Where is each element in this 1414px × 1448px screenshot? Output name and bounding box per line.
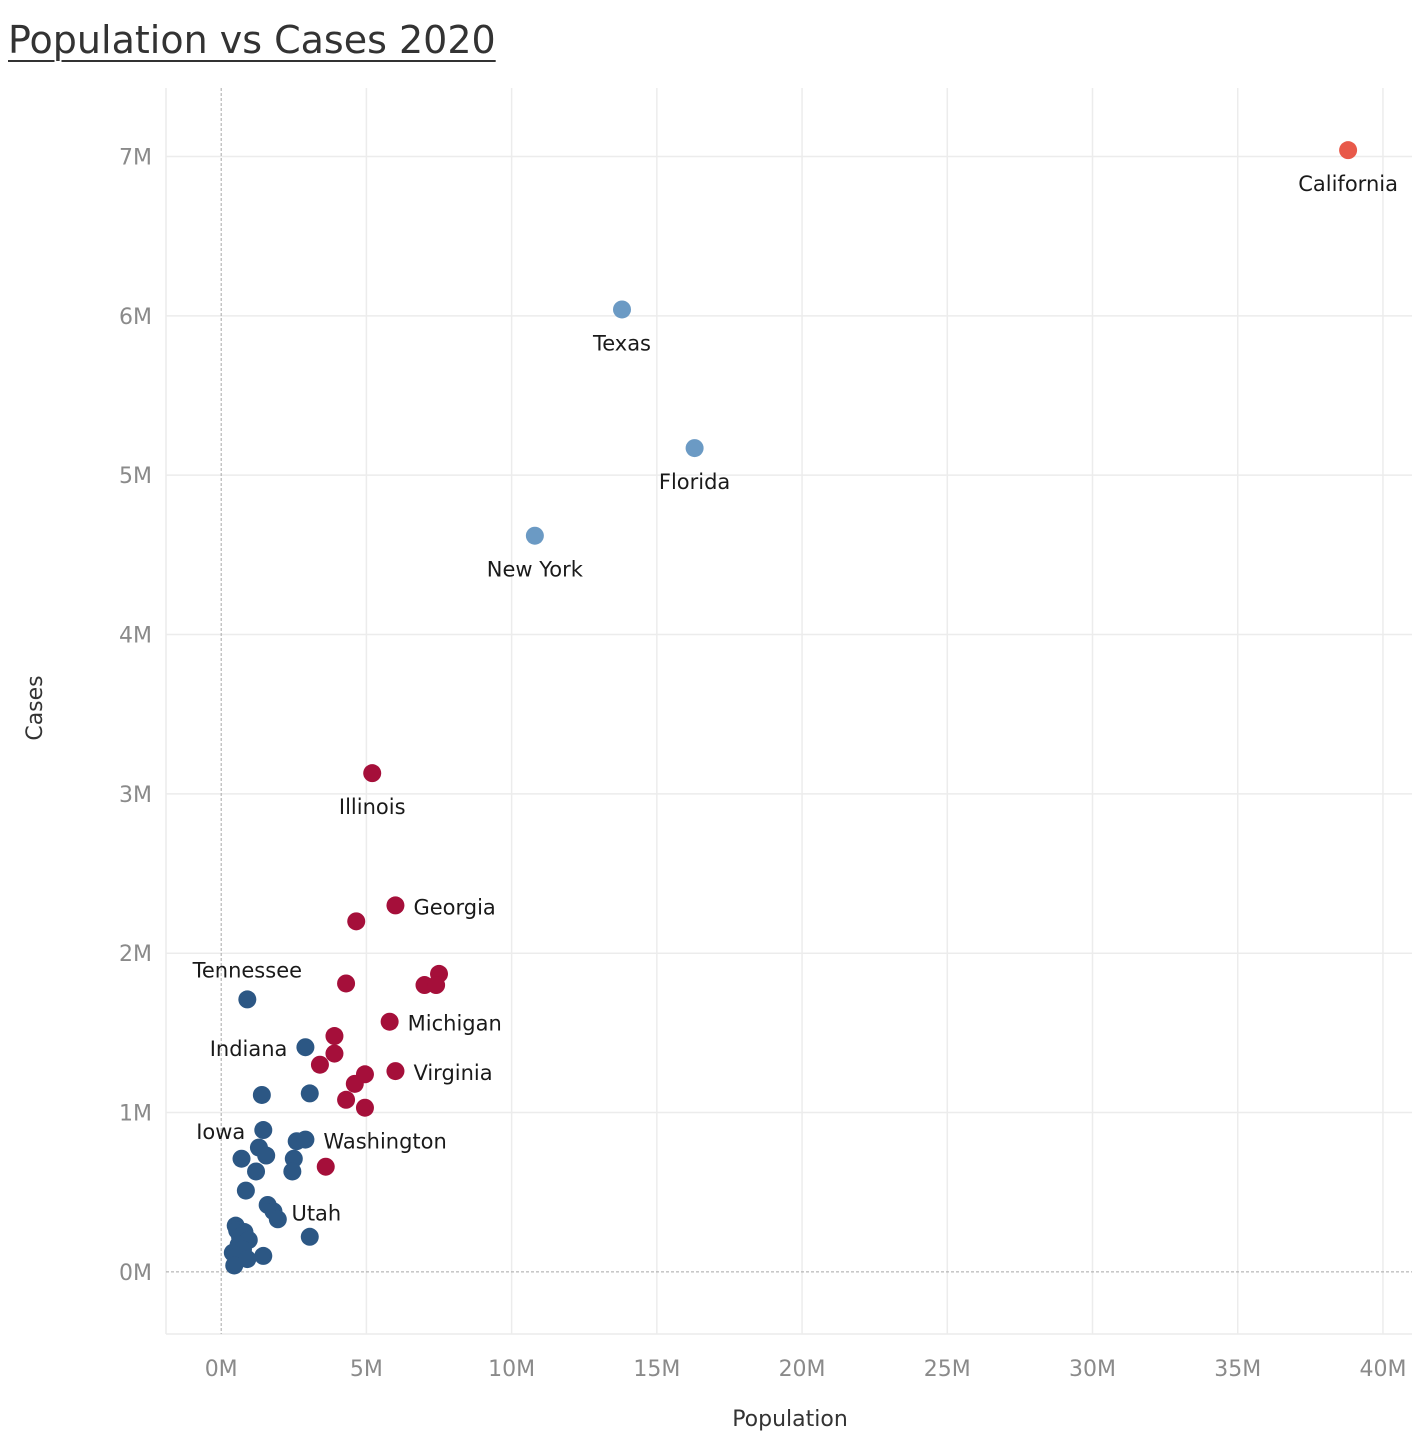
data-point-medium [325,1044,344,1063]
data-point-medium [386,1062,405,1081]
x-tick-label: 10M [488,1357,535,1382]
x-axis-label: Population [732,1407,848,1432]
data-point-small [225,1256,244,1275]
point-label: Virginia [413,1061,492,1085]
data-point-large [525,526,544,545]
data-point-medium [316,1157,335,1176]
y-tick-label: 7M [119,146,152,171]
point-label: Michigan [408,1012,502,1036]
data-point-medium [347,912,366,931]
x-tick-label: 30M [1069,1357,1116,1382]
data-point-medium [386,896,405,915]
x-tick-label: 40M [1359,1357,1406,1382]
point-label: Florida [659,470,730,494]
point-label: Indiana [210,1037,288,1061]
point-label: Georgia [413,895,495,919]
y-tick-label: 4M [119,624,152,649]
data-point-medium [337,1090,356,1109]
x-axis-ticks: 0M 5M 10M 15M 20M 25M 30M 35M 40M [205,1357,1407,1382]
data-point-medium [310,1055,329,1074]
y-axis-label: Cases [23,675,48,740]
data-point-small [296,1130,315,1149]
zero-lines [166,88,1412,1334]
data-point-medium [363,764,382,783]
data-point-small [300,1227,319,1246]
data-point-small [247,1162,266,1181]
point-labels: California Texas Florida New York Illinois Ge… [192,172,1398,1225]
data-point-medium [337,974,356,993]
data-point-small [236,1181,255,1200]
data-point-medium [355,1098,374,1117]
point-label: Iowa [196,1120,245,1144]
data-point-medium [345,1074,364,1093]
y-tick-label: 6M [119,305,152,330]
data-point-small [232,1149,251,1168]
chart-title: Population vs Cases 2020 [8,18,496,62]
data-point-small [238,990,257,1009]
y-axis-ticks: 0M 1M 2M 3M 4M 5M 6M 7M [119,146,152,1286]
y-tick-label: 1M [119,1102,152,1127]
point-label: California [1298,172,1398,196]
data-point-small [296,1038,315,1057]
x-tick-label: 20M [779,1357,826,1382]
data-point-small [252,1085,271,1104]
data-point-large [612,300,631,319]
x-tick-label: 5M [350,1357,383,1382]
x-tick-label: 0M [205,1357,238,1382]
data-point-medium [380,1012,399,1031]
point-label: Tennessee [192,958,302,982]
data-point-medium [427,976,446,995]
x-tick-label: 25M [924,1357,971,1382]
point-label: New York [487,558,584,582]
point-label: Washington [323,1130,446,1154]
data-point-small [283,1162,302,1181]
point-label: Utah [291,1201,341,1225]
data-point-small [254,1121,273,1140]
y-tick-label: 3M [119,783,152,808]
point-label: Texas [592,331,651,355]
data-point-small [257,1146,276,1165]
data-point-large [685,439,704,458]
x-tick-label: 35M [1214,1357,1261,1382]
point-label: Illinois [339,795,406,819]
data-point-top [1339,141,1358,160]
y-tick-label: 5M [119,464,152,489]
y-tick-label: 0M [119,1261,152,1286]
data-point-medium [325,1027,344,1046]
grid-lines [165,88,1412,1335]
y-tick-label: 2M [119,942,152,967]
data-point-small [268,1210,287,1229]
x-tick-label: 15M [633,1357,680,1382]
data-point-small [254,1246,273,1265]
data-points [223,141,1358,1275]
data-point-small [300,1084,319,1103]
